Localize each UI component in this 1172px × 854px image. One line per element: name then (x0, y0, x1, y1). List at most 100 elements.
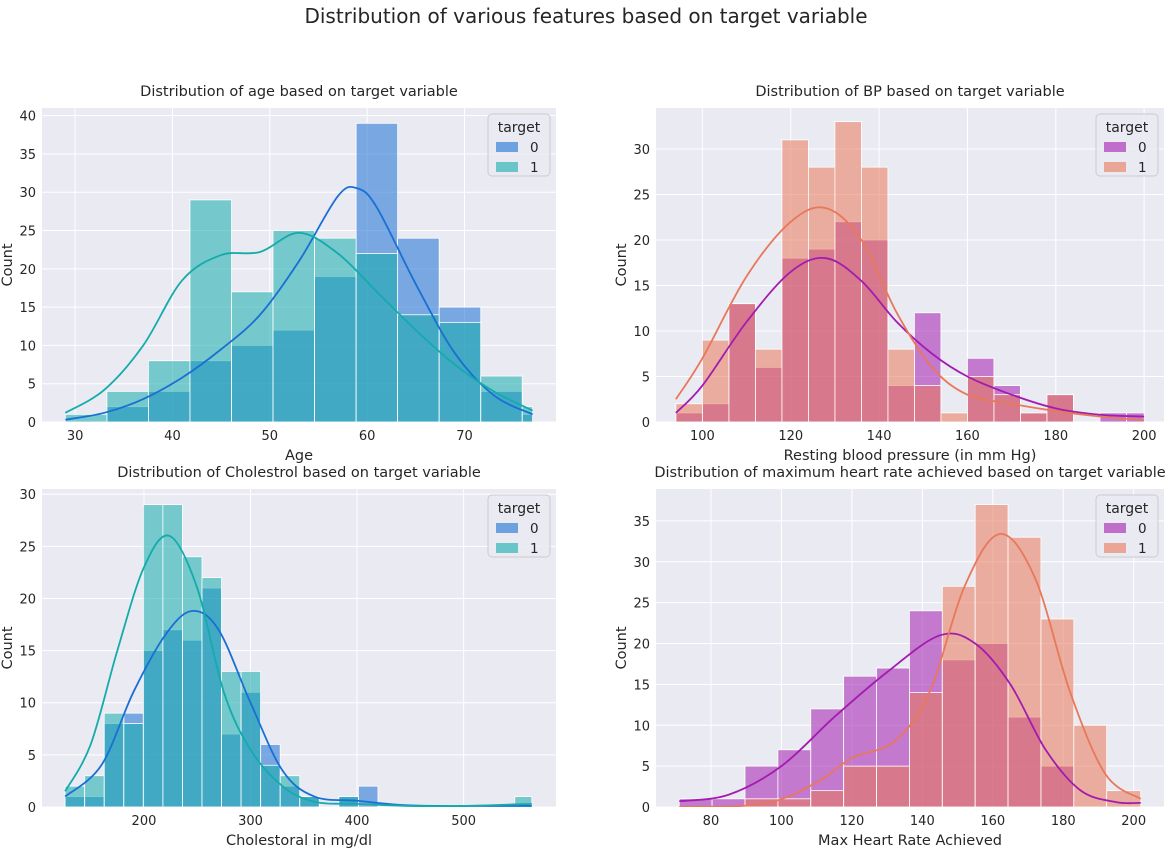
subplot-title: Distribution of age based on target vari… (140, 84, 458, 100)
x-tick-label: 180 (1051, 814, 1076, 829)
x-tick-label: 500 (451, 814, 476, 829)
kde-line-target-1 (64, 231, 534, 414)
histogram-bar-target-1 (675, 403, 703, 422)
y-tick-label: 15 (633, 279, 650, 294)
kde-line-target-1 (64, 534, 532, 807)
y-tick-label: 10 (19, 339, 36, 354)
y-tick-label: 25 (19, 225, 36, 240)
x-tick-label: 50 (262, 429, 279, 444)
y-tick-label: 5 (28, 378, 36, 393)
legend: target 0 1 (1095, 113, 1159, 177)
histogram-bar-target-1 (834, 121, 862, 422)
legend-box (1095, 494, 1159, 558)
histogram-bar-target-1 (777, 798, 812, 807)
kde-line-target-1 (675, 206, 1145, 422)
y-tick-label: 25 (633, 188, 650, 203)
histogram-bar-target-1 (843, 765, 877, 807)
legend-swatch-0 (1104, 523, 1126, 533)
y-tick-label: 0 (642, 801, 650, 816)
x-tick-label: 100 (769, 814, 794, 829)
y-tick-label: 5 (642, 370, 650, 385)
x-tick-label: 140 (867, 429, 892, 444)
legend-label-0: 0 (1138, 521, 1147, 537)
histogram-bar-target-1 (967, 376, 995, 422)
legend-label-1: 1 (530, 160, 539, 176)
kde-lines (64, 534, 532, 807)
y-tick-label: 30 (19, 488, 36, 503)
y-tick-label: 40 (19, 110, 36, 125)
legend-box (487, 113, 551, 177)
x-tick-label: 140 (910, 814, 935, 829)
histogram-bar-target-1 (728, 303, 756, 422)
histogram-bar-target-1 (887, 348, 915, 422)
x-tick-label: 200 (1132, 429, 1157, 444)
histogram-bar-target-1 (514, 796, 533, 807)
x-axis-label: Resting blood pressure (in mm Hg) (784, 448, 1037, 464)
histogram-bar-target-1 (1106, 790, 1142, 807)
x-axis-label: Age (285, 448, 313, 464)
histogram-bar-target-1 (397, 314, 440, 422)
kde-lines (679, 533, 1142, 807)
y-axis-label: Count (0, 626, 16, 669)
kde-line-target-0 (679, 632, 1141, 805)
histogram-bar-target-1 (754, 348, 783, 422)
legend-label-0: 0 (530, 140, 539, 156)
legend: target 0 1 (487, 113, 551, 177)
legend-swatch-1 (1104, 543, 1126, 553)
x-tick-label: 200 (132, 814, 157, 829)
histogram-bar-target-1 (1046, 394, 1074, 422)
legend-title: target (1106, 120, 1149, 136)
x-axis-label: Cholestoral in mg/dl (226, 833, 372, 849)
histogram-bar-target-1 (1073, 724, 1108, 807)
legend-title: target (498, 501, 541, 517)
x-tick-label: 200 (1121, 814, 1146, 829)
legend-label-0: 0 (530, 521, 539, 537)
histogram-bar-target-1 (876, 765, 910, 807)
legend-swatch-0 (496, 142, 518, 152)
y-tick-label: 30 (633, 556, 650, 571)
x-tick-label: 60 (359, 429, 376, 444)
histogram-bar-target-1 (480, 375, 523, 422)
histogram-bar-target-1 (1020, 412, 1048, 422)
histogram-bar-target-1 (314, 237, 357, 422)
y-tick-label: 0 (28, 416, 36, 431)
histogram-bar-target-1 (781, 139, 809, 422)
legend-swatch-1 (1104, 162, 1126, 172)
y-tick-label: 20 (633, 638, 650, 653)
subplot-title: Distribution of BP based on target varia… (755, 84, 1064, 100)
histogram-bar-target-1 (914, 385, 942, 422)
y-tick-label: 10 (633, 325, 650, 340)
y-tick-label: 20 (19, 263, 36, 278)
histogram-bar-target-1 (240, 671, 262, 807)
histogram-bar-target-1 (162, 504, 183, 807)
x-tick-label: 40 (164, 429, 181, 444)
kde-lines (675, 206, 1145, 422)
legend-box (487, 494, 551, 558)
legend-swatch-0 (496, 523, 518, 533)
x-tick-label: 180 (1043, 429, 1068, 444)
legend-label-1: 1 (1138, 541, 1147, 557)
histogram-bar-target-1 (808, 166, 836, 422)
histogram-bar-target-1 (123, 723, 144, 807)
x-tick-label: 80 (703, 814, 720, 829)
histogram-bar-target-1 (189, 199, 232, 422)
histogram-bar-target-1 (231, 291, 274, 422)
histogram-bar-target-1 (1007, 536, 1042, 807)
kde-line-target-0 (65, 185, 534, 421)
x-tick-label: 160 (980, 814, 1005, 829)
y-tick-label: 10 (19, 697, 36, 712)
y-tick-label: 35 (633, 515, 650, 530)
y-axis-label: Count (614, 243, 630, 286)
x-axis-label: Max Heart Rate Achieved (818, 833, 1002, 849)
y-tick-label: 25 (633, 597, 650, 612)
y-tick-label: 0 (642, 416, 650, 431)
legend-title: target (1106, 501, 1149, 517)
histogram-bar-target-1 (355, 253, 399, 422)
y-tick-label: 15 (633, 678, 650, 693)
y-tick-label: 30 (633, 143, 650, 158)
histogram-bar-target-1 (909, 692, 943, 807)
legend-label-1: 1 (1138, 160, 1147, 176)
y-tick-label: 25 (19, 540, 36, 555)
